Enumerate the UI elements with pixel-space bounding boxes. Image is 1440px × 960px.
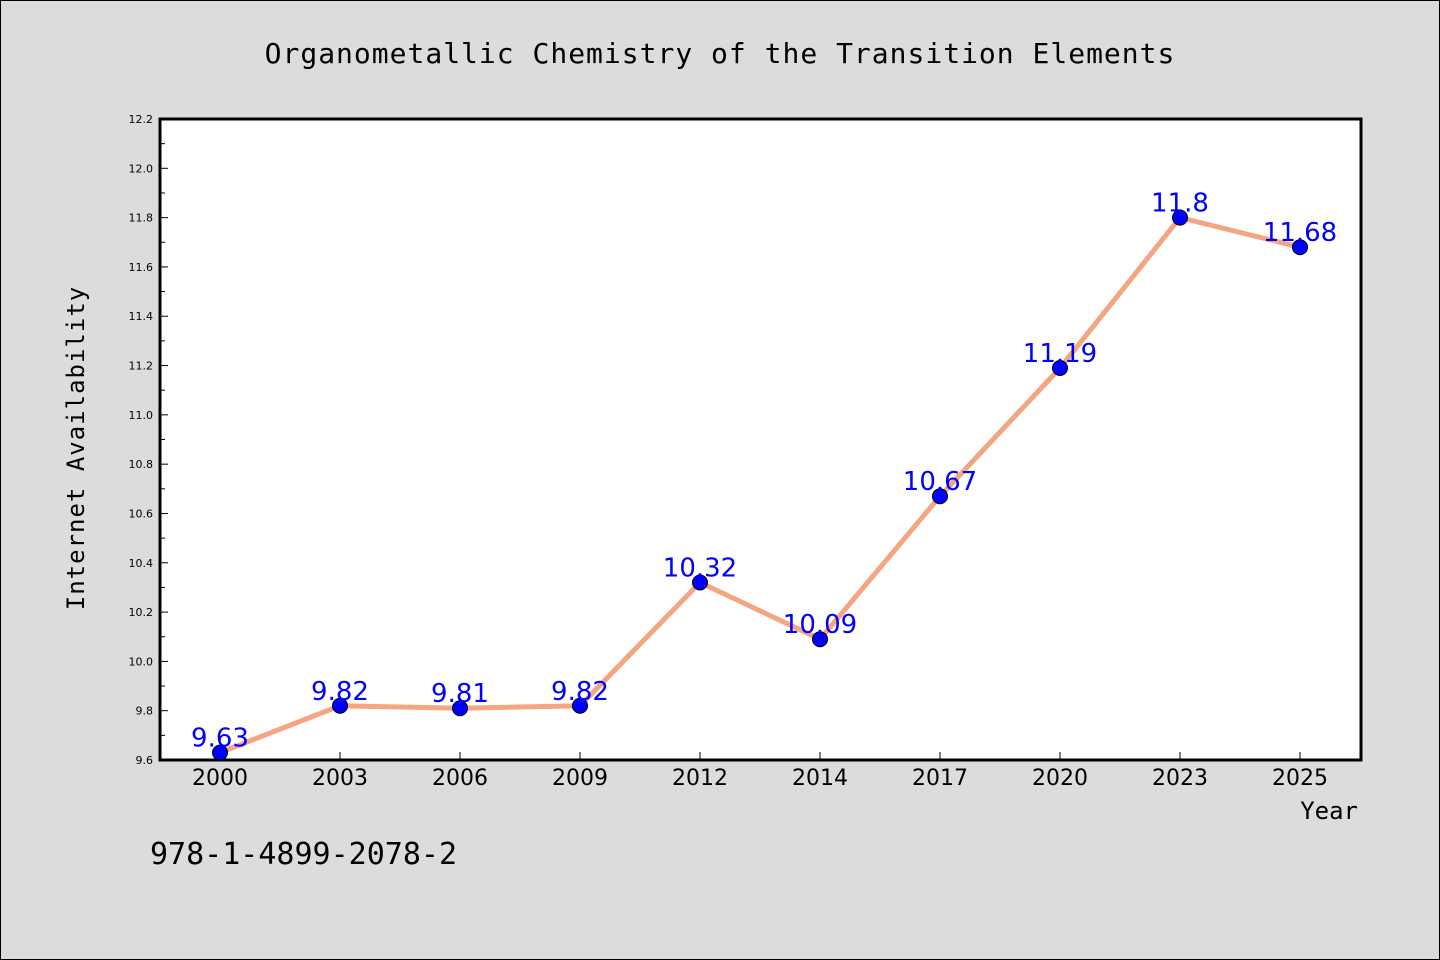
data-labels: 9.63 9.82 9.81 9.82 10.32 10.09 10.67 11.19 11.8… (191, 189, 1337, 754)
data-point (572, 697, 588, 714)
y-tick-label: 9.6 (136, 754, 154, 767)
data-point (692, 574, 708, 591)
x-tick-label: 2020 (1032, 766, 1088, 791)
data-label: 9.82 (551, 677, 609, 707)
y-tick-label: 10.8 (129, 458, 154, 471)
y-tick-label: 10.6 (129, 507, 154, 520)
y-tick-label: 11.8 (129, 212, 154, 225)
y-tick-label: 11.6 (129, 261, 154, 274)
data-label: 9.81 (431, 679, 489, 709)
x-tick-label: 2003 (312, 766, 368, 791)
x-tick-label: 2000 (192, 766, 248, 791)
y-tick-label: 12.0 (129, 162, 154, 175)
x-tick-label: 2025 (1272, 766, 1328, 791)
data-label: 9.63 (191, 724, 249, 754)
series-line (219, 215, 1301, 755)
y-tick-label: 11.2 (129, 360, 154, 373)
data-label: 9.82 (311, 677, 369, 707)
series-markers (212, 209, 1308, 761)
x-tick-label: 2014 (792, 766, 848, 791)
data-label: 10.09 (783, 610, 857, 640)
y-tick-label: 9.8 (136, 705, 154, 718)
y-axis-label: Internet Availability (62, 286, 90, 610)
data-point (932, 488, 948, 505)
y-tick-label: 10.0 (129, 655, 154, 668)
isbn-annotation: 978-1-4899-2078-2 (150, 837, 457, 872)
data-point (1292, 239, 1308, 256)
x-axis-label: Year (1300, 797, 1358, 825)
x-tick-label: 2023 (1152, 766, 1208, 791)
y-tick-label: 10.4 (129, 557, 154, 570)
data-label: 10.67 (903, 467, 977, 497)
plot-area (158, 117, 1363, 762)
data-point (212, 744, 228, 761)
x-tick-label: 2009 (552, 766, 608, 791)
data-label: 11.19 (1023, 339, 1097, 369)
y-tick-label: 12.2 (129, 113, 154, 126)
chart-title: Organometallic Chemistry of the Transiti… (265, 37, 1176, 70)
data-label: 11.68 (1263, 218, 1337, 248)
data-label: 10.32 (663, 553, 737, 583)
data-point (452, 700, 468, 717)
data-point (332, 697, 348, 714)
x-tick-label: 2006 (432, 766, 488, 791)
x-axis: 2000 2003 2006 2009 2012 2014 2017 2020 2023 2025 (192, 752, 1328, 791)
y-axis: 9.6 9.8 10.0 10.2 10.4 10.6 10.8 11.0 11.2 11.4 11… (129, 113, 168, 767)
y-tick-label: 11.4 (129, 310, 154, 323)
data-label: 11.8 (1151, 189, 1209, 219)
x-tick-label: 2017 (912, 766, 968, 791)
x-tick-label: 2012 (672, 766, 728, 791)
data-point (1172, 209, 1188, 226)
data-point (812, 631, 828, 648)
y-tick-label: 11.0 (129, 409, 154, 422)
y-tick-label: 10.2 (129, 606, 154, 619)
data-point (1052, 360, 1068, 377)
